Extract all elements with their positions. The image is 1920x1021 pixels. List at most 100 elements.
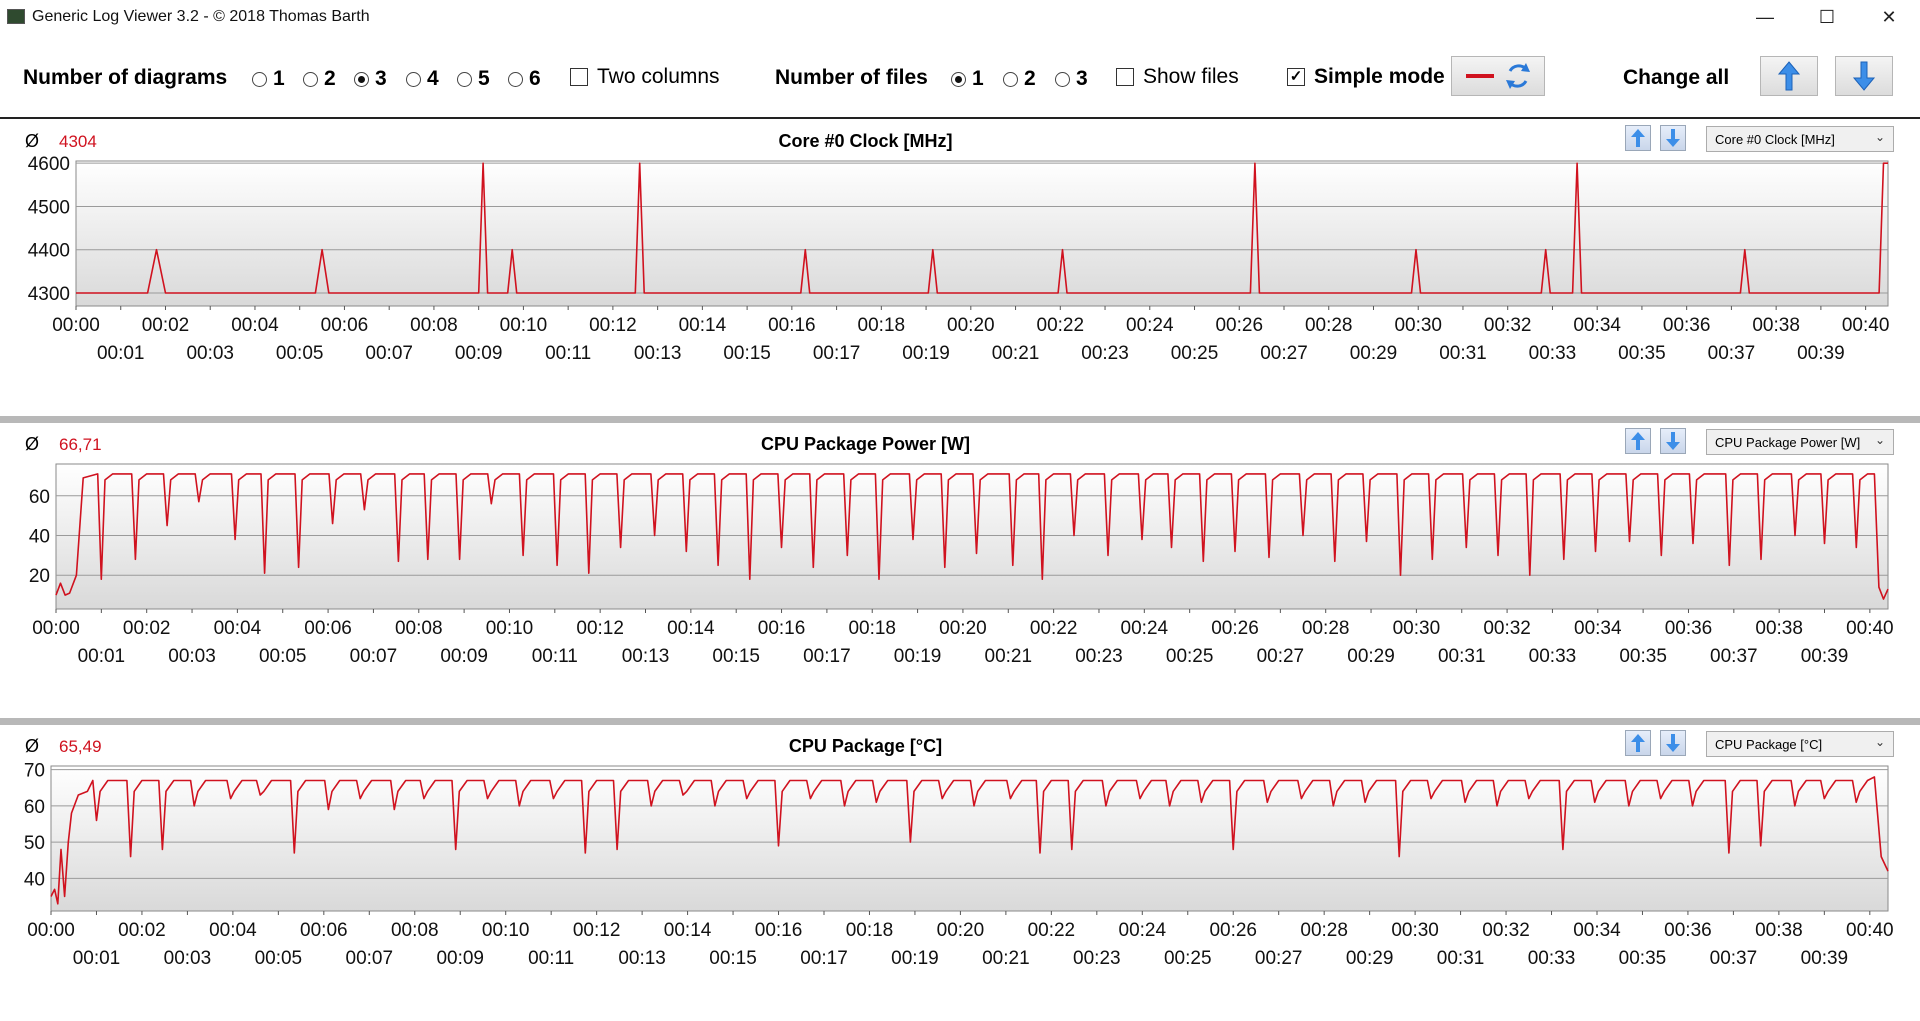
panel-down-button[interactable] bbox=[1660, 125, 1686, 151]
x-tick-label: 00:09 bbox=[455, 343, 503, 364]
arrow-up-icon bbox=[1777, 61, 1801, 91]
x-tick-label: 00:07 bbox=[350, 646, 398, 667]
x-tick-label: 00:01 bbox=[73, 948, 121, 969]
x-tick-label: 00:03 bbox=[186, 343, 234, 364]
arrow-down-icon bbox=[1666, 129, 1680, 147]
x-tick-label: 00:37 bbox=[1710, 646, 1758, 667]
checkbox-box bbox=[1116, 68, 1134, 86]
files-radio-2[interactable]: 2 bbox=[1003, 67, 1036, 91]
line-color-refresh-button[interactable] bbox=[1451, 56, 1545, 96]
x-tick-label: 00:15 bbox=[723, 343, 771, 364]
x-tick-label: 00:03 bbox=[168, 646, 216, 667]
x-tick-label: 00:22 bbox=[1030, 618, 1078, 639]
diagrams-radio-6[interactable]: 6 bbox=[508, 67, 541, 91]
x-tick-label: 00:19 bbox=[891, 948, 939, 969]
x-tick-label: 00:21 bbox=[985, 646, 1033, 667]
x-tick-label: 00:08 bbox=[395, 618, 443, 639]
two-columns-checkbox[interactable]: Two columns bbox=[570, 65, 720, 89]
maximize-button[interactable]: ☐ bbox=[1798, 0, 1856, 34]
x-tick-label: 00:08 bbox=[410, 315, 458, 336]
files-radio-3[interactable]: 3 bbox=[1055, 67, 1088, 91]
x-tick-label: 00:19 bbox=[902, 343, 950, 364]
panel-down-button[interactable] bbox=[1660, 730, 1686, 756]
radio-label: 2 bbox=[1024, 67, 1036, 90]
x-tick-label: 00:26 bbox=[1211, 618, 1259, 639]
diagrams-radio-3[interactable]: 3 bbox=[354, 67, 387, 91]
panel-separator bbox=[0, 718, 1920, 725]
average-symbol: Ø bbox=[25, 434, 40, 454]
x-tick-label: 00:30 bbox=[1393, 618, 1441, 639]
x-tick-label: 00:25 bbox=[1164, 948, 1212, 969]
x-tick-label: 00:18 bbox=[848, 618, 896, 639]
diagrams-radio-2[interactable]: 2 bbox=[303, 67, 336, 91]
x-tick-label: 00:31 bbox=[1439, 343, 1487, 364]
panel-up-button[interactable] bbox=[1625, 730, 1651, 756]
chart-panel-package-temp: Ø 65,49 CPU Package [°C] CPU Package [°C… bbox=[0, 725, 1920, 1021]
x-tick-label: 00:30 bbox=[1391, 920, 1439, 941]
window-title: Generic Log Viewer 3.2 - © 2018 Thomas B… bbox=[32, 8, 370, 25]
y-tick-label: 70 bbox=[24, 761, 45, 782]
x-tick-label: 00:40 bbox=[1846, 920, 1894, 941]
panel-up-button[interactable] bbox=[1625, 125, 1651, 151]
x-tick-label: 00:04 bbox=[209, 920, 257, 941]
arrow-up-icon bbox=[1631, 734, 1645, 752]
package-temp-chart: 40 50 60 70 00:00 00:02 00:04 00:06 00:08 00:10 00… bbox=[24, 761, 1894, 969]
simple-mode-checkbox[interactable]: ✓ Simple mode bbox=[1287, 65, 1445, 89]
series-select[interactable]: Core #0 Clock [MHz] ⌄ bbox=[1706, 126, 1894, 152]
x-tick-label: 00:00 bbox=[27, 920, 75, 941]
x-tick-label: 00:24 bbox=[1119, 920, 1167, 941]
x-tick-label: 00:09 bbox=[440, 646, 488, 667]
x-tick-label: 00:20 bbox=[937, 920, 985, 941]
x-tick-label: 00:04 bbox=[231, 315, 279, 336]
x-tick-label: 00:06 bbox=[304, 618, 352, 639]
x-tick-label: 00:11 bbox=[532, 646, 578, 667]
series-select-value: Core #0 Clock [MHz] bbox=[1715, 132, 1835, 147]
panel-up-button[interactable] bbox=[1625, 428, 1651, 454]
radio-label: 4 bbox=[427, 67, 439, 90]
y-tick-label: 40 bbox=[29, 527, 50, 548]
x-tick-label: 00:31 bbox=[1437, 948, 1485, 969]
x-tick-label: 00:00 bbox=[52, 315, 100, 336]
diagrams-radio-5[interactable]: 5 bbox=[457, 67, 490, 91]
x-tick-label: 00:23 bbox=[1075, 646, 1123, 667]
x-tick-label: 00:06 bbox=[300, 920, 348, 941]
x-tick-label: 00:09 bbox=[436, 948, 484, 969]
average-symbol: Ø bbox=[25, 131, 40, 151]
plot-area bbox=[50, 765, 1889, 912]
x-tick-label: 00:34 bbox=[1574, 618, 1622, 639]
show-files-checkbox[interactable]: Show files bbox=[1116, 65, 1239, 89]
series-select[interactable]: CPU Package [°C] ⌄ bbox=[1706, 731, 1894, 757]
panel-down-button[interactable] bbox=[1660, 428, 1686, 454]
x-tick-label: 00:07 bbox=[346, 948, 394, 969]
x-tick-label: 00:38 bbox=[1755, 920, 1803, 941]
series-select-value: CPU Package [°C] bbox=[1715, 737, 1823, 752]
x-tick-label: 00:33 bbox=[1528, 948, 1576, 969]
radio-label: 6 bbox=[529, 67, 541, 90]
diagrams-radio-4[interactable]: 4 bbox=[406, 67, 439, 91]
number-of-files-label: Number of files bbox=[775, 66, 928, 89]
diagrams-radio-1[interactable]: 1 bbox=[252, 67, 285, 91]
x-tick-label: 00:12 bbox=[576, 618, 624, 639]
x-tick-label: 00:16 bbox=[768, 315, 816, 336]
files-radio-1[interactable]: 1 bbox=[951, 67, 984, 91]
x-tick-label: 00:01 bbox=[78, 646, 126, 667]
minimize-button[interactable]: — bbox=[1736, 0, 1794, 34]
x-tick-label: 00:20 bbox=[939, 618, 987, 639]
x-tick-label: 00:25 bbox=[1166, 646, 1214, 667]
radio-label: 5 bbox=[478, 67, 490, 90]
x-tick-label: 00:20 bbox=[947, 315, 995, 336]
panel-separator bbox=[0, 416, 1920, 423]
y-tick-label: 4300 bbox=[28, 284, 70, 305]
change-all-up-button[interactable] bbox=[1760, 56, 1818, 96]
close-button[interactable]: ✕ bbox=[1860, 0, 1918, 34]
x-tick-label: 00:05 bbox=[276, 343, 324, 364]
series-select[interactable]: CPU Package Power [W] ⌄ bbox=[1706, 429, 1894, 455]
x-tick-label: 00:29 bbox=[1350, 343, 1398, 364]
x-tick-label: 00:23 bbox=[1081, 343, 1129, 364]
chart-title: Core #0 Clock [MHz] bbox=[778, 131, 953, 151]
x-tick-label: 00:07 bbox=[365, 343, 413, 364]
x-tick-label: 00:05 bbox=[259, 646, 307, 667]
change-all-down-button[interactable] bbox=[1835, 56, 1893, 96]
radio-circle-selected bbox=[951, 71, 966, 87]
x-tick-label: 00:08 bbox=[391, 920, 439, 941]
